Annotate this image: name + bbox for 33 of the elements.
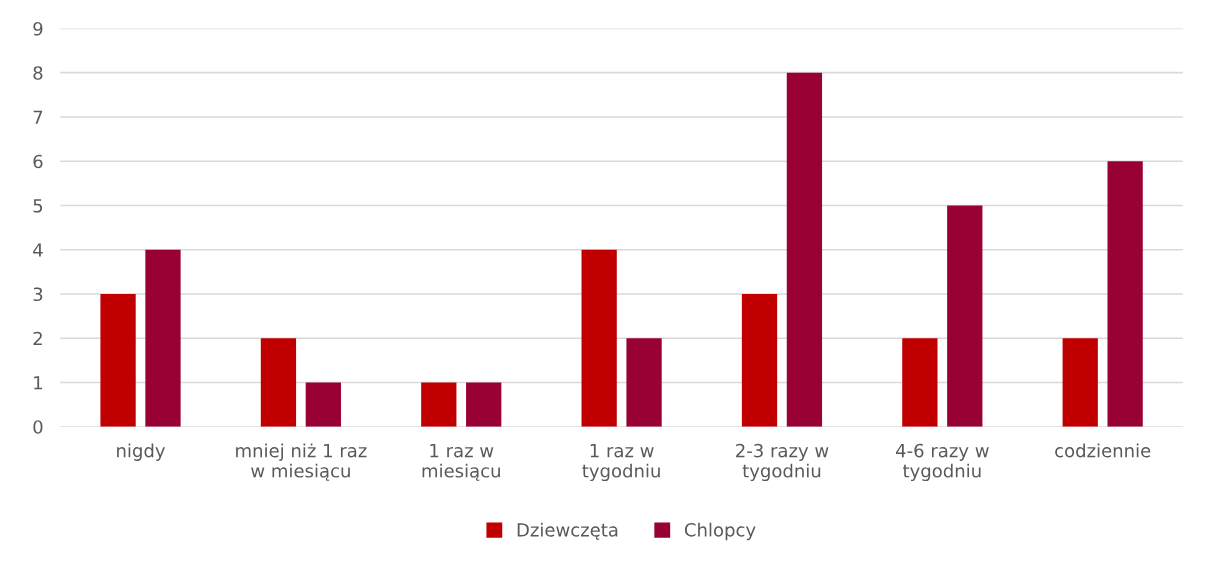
y-tick-label: 2 <box>33 331 42 346</box>
y-tick-label: 6 <box>33 154 43 169</box>
legend-label: Chlopcy <box>684 522 756 541</box>
x-tick-label: 4-6 razy w tygodniu <box>896 443 989 482</box>
y-tick-label: 0 <box>33 420 43 434</box>
bar <box>581 249 617 427</box>
bar <box>1107 161 1143 427</box>
y-tick-label: 7 <box>33 110 43 124</box>
y-tick-label: 8 <box>33 66 43 80</box>
bar <box>947 205 983 427</box>
x-tick-label: codziennie <box>1055 443 1151 458</box>
x-tick-label: 1 raz w miesiącu <box>422 443 500 481</box>
bar <box>626 338 662 427</box>
y-tick-label: 5 <box>33 199 43 213</box>
bar <box>741 293 778 427</box>
bar <box>786 72 823 427</box>
bar <box>100 293 136 427</box>
bar <box>260 338 297 427</box>
x-tick-label: 2-3 razy w tygodniu <box>736 443 829 482</box>
legend-label: Dziewczęta <box>517 522 618 540</box>
x-tick-label: nigdy <box>117 443 166 461</box>
bar <box>1062 338 1098 427</box>
y-tick-label: 3 <box>33 287 43 302</box>
x-tick-label: mniej niż 1 raz w miesiącu <box>236 443 367 481</box>
y-tick-label: 4 <box>33 243 43 257</box>
y-tick-label: 1 <box>34 376 43 390</box>
bar <box>145 249 181 427</box>
bar <box>466 382 502 427</box>
bar <box>421 382 457 427</box>
y-tick-label: 9 <box>33 21 43 36</box>
bar <box>902 338 938 427</box>
bar <box>305 382 341 427</box>
x-tick-label: 1 raz w tygodniu <box>582 443 660 482</box>
